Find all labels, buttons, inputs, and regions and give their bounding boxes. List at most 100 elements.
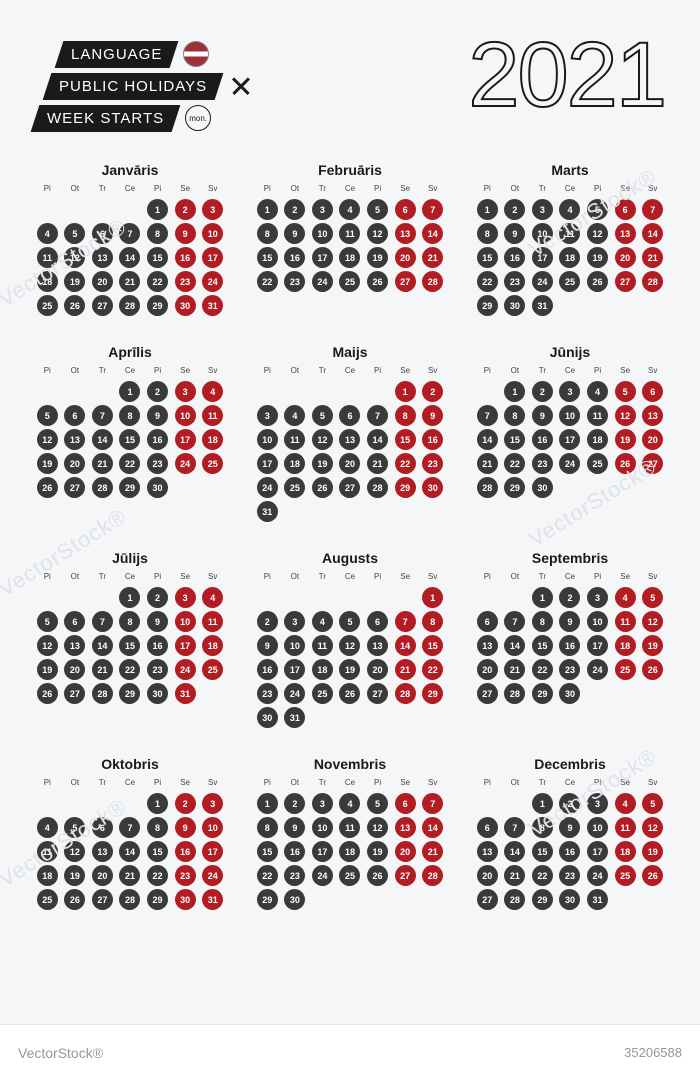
day-cell bbox=[422, 501, 443, 522]
dow-label: Ot bbox=[511, 778, 519, 790]
dow-label: Pi bbox=[264, 184, 271, 196]
dow-label: Tr bbox=[99, 366, 106, 378]
day-cell: 17 bbox=[202, 247, 223, 268]
day-cell: 17 bbox=[312, 841, 333, 862]
week-row: 16171819202122 bbox=[255, 659, 445, 680]
day-cell: 13 bbox=[477, 635, 498, 656]
day-cell: 1 bbox=[477, 199, 498, 220]
day-cell: 19 bbox=[64, 865, 85, 886]
day-cell: 10 bbox=[587, 611, 608, 632]
dow-label: Sv bbox=[428, 572, 437, 584]
day-cell: 4 bbox=[615, 793, 636, 814]
day-cell: 5 bbox=[367, 793, 388, 814]
day-cell: 3 bbox=[202, 199, 223, 220]
day-cell: 19 bbox=[367, 841, 388, 862]
day-cell: 18 bbox=[559, 247, 580, 268]
dow-label: Pi bbox=[154, 778, 161, 790]
dow-label: Se bbox=[180, 778, 190, 790]
month: JūnijsPiOtTrCePiSeSv12345678910111213141… bbox=[475, 344, 665, 522]
day-cell: 18 bbox=[339, 247, 360, 268]
month: OktobrisPiOtTrCePiSeSv123456789101112131… bbox=[35, 756, 225, 910]
day-cell: 21 bbox=[395, 659, 416, 680]
day-cell: 3 bbox=[284, 611, 305, 632]
day-cell: 24 bbox=[312, 865, 333, 886]
dow-label: Tr bbox=[319, 184, 326, 196]
day-cell: 16 bbox=[257, 659, 278, 680]
day-cell: 23 bbox=[147, 453, 168, 474]
day-cell: 11 bbox=[312, 635, 333, 656]
week-row: 20212223242526 bbox=[475, 865, 665, 886]
dow-row: PiOtTrCePiSeSv bbox=[35, 366, 225, 378]
day-cell: 30 bbox=[422, 477, 443, 498]
day-cell: 8 bbox=[504, 405, 525, 426]
day-cell: 29 bbox=[477, 295, 498, 316]
day-cell: 18 bbox=[615, 635, 636, 656]
day-cell: 14 bbox=[504, 635, 525, 656]
day-cell: 22 bbox=[532, 659, 553, 680]
day-cell: 26 bbox=[37, 477, 58, 498]
day-cell: 23 bbox=[147, 659, 168, 680]
dow-label: Tr bbox=[99, 184, 106, 196]
day-cell: 4 bbox=[339, 793, 360, 814]
mon-icon: mon. bbox=[184, 104, 212, 132]
day-cell: 28 bbox=[642, 271, 663, 292]
day-cell: 28 bbox=[92, 477, 113, 498]
dow-row: PiOtTrCePiSeSv bbox=[255, 572, 445, 584]
day-cell: 21 bbox=[92, 659, 113, 680]
week-row: 24252627282930 bbox=[255, 477, 445, 498]
day-cell: 25 bbox=[284, 477, 305, 498]
day-cell: 16 bbox=[532, 429, 553, 450]
day-cell: 20 bbox=[92, 865, 113, 886]
day-cell: 5 bbox=[642, 793, 663, 814]
day-cell: 13 bbox=[395, 817, 416, 838]
day-cell: 20 bbox=[64, 659, 85, 680]
day-cell: 22 bbox=[147, 865, 168, 886]
dow-label: Pi bbox=[264, 572, 271, 584]
week-row: 20212223242526 bbox=[475, 659, 665, 680]
dow-label: Sv bbox=[208, 778, 217, 790]
day-cell: 9 bbox=[147, 611, 168, 632]
day-cell: 6 bbox=[395, 199, 416, 220]
info-row-holidays: PUBLIC HOLIDAYS bbox=[35, 72, 255, 100]
day-cell: 14 bbox=[504, 841, 525, 862]
year-title: 2021 bbox=[468, 34, 665, 117]
dow-label: Ce bbox=[345, 366, 355, 378]
x-icon bbox=[227, 72, 255, 100]
week-row: 22232425262728 bbox=[475, 271, 665, 292]
day-cell: 31 bbox=[175, 683, 196, 704]
week-row: 25262728293031 bbox=[35, 295, 225, 316]
day-cell: 31 bbox=[532, 295, 553, 316]
day-cell: 4 bbox=[615, 587, 636, 608]
day-cell: 13 bbox=[64, 635, 85, 656]
week-row: 1 bbox=[255, 587, 445, 608]
day-cell: 1 bbox=[532, 793, 553, 814]
day-cell: 15 bbox=[422, 635, 443, 656]
day-cell: 6 bbox=[64, 405, 85, 426]
day-cell: 3 bbox=[257, 405, 278, 426]
day-cell: 12 bbox=[37, 429, 58, 450]
day-cell: 19 bbox=[642, 841, 663, 862]
dow-label: Se bbox=[400, 184, 410, 196]
day-cell: 21 bbox=[477, 453, 498, 474]
day-cell: 19 bbox=[367, 247, 388, 268]
day-cell: 27 bbox=[64, 683, 85, 704]
day-cell: 15 bbox=[504, 429, 525, 450]
day-cell bbox=[339, 889, 360, 910]
dow-label: Ce bbox=[125, 184, 135, 196]
dow-row: PiOtTrCePiSeSv bbox=[255, 366, 445, 378]
month-name: Jūnijs bbox=[475, 344, 665, 360]
week-row: 891011121314 bbox=[255, 223, 445, 244]
day-cell: 19 bbox=[64, 271, 85, 292]
day-cell: 16 bbox=[284, 841, 305, 862]
day-cell: 12 bbox=[615, 405, 636, 426]
day-cell bbox=[477, 793, 498, 814]
day-cell: 10 bbox=[312, 817, 333, 838]
day-cell bbox=[339, 587, 360, 608]
day-cell: 19 bbox=[642, 635, 663, 656]
week-row: 15161718192021 bbox=[255, 247, 445, 268]
dow-row: PiOtTrCePiSeSv bbox=[255, 184, 445, 196]
week-row: 13141516171819 bbox=[475, 635, 665, 656]
dow-label: Sv bbox=[648, 184, 657, 196]
day-cell: 17 bbox=[312, 247, 333, 268]
week-row: 123 bbox=[35, 199, 225, 220]
